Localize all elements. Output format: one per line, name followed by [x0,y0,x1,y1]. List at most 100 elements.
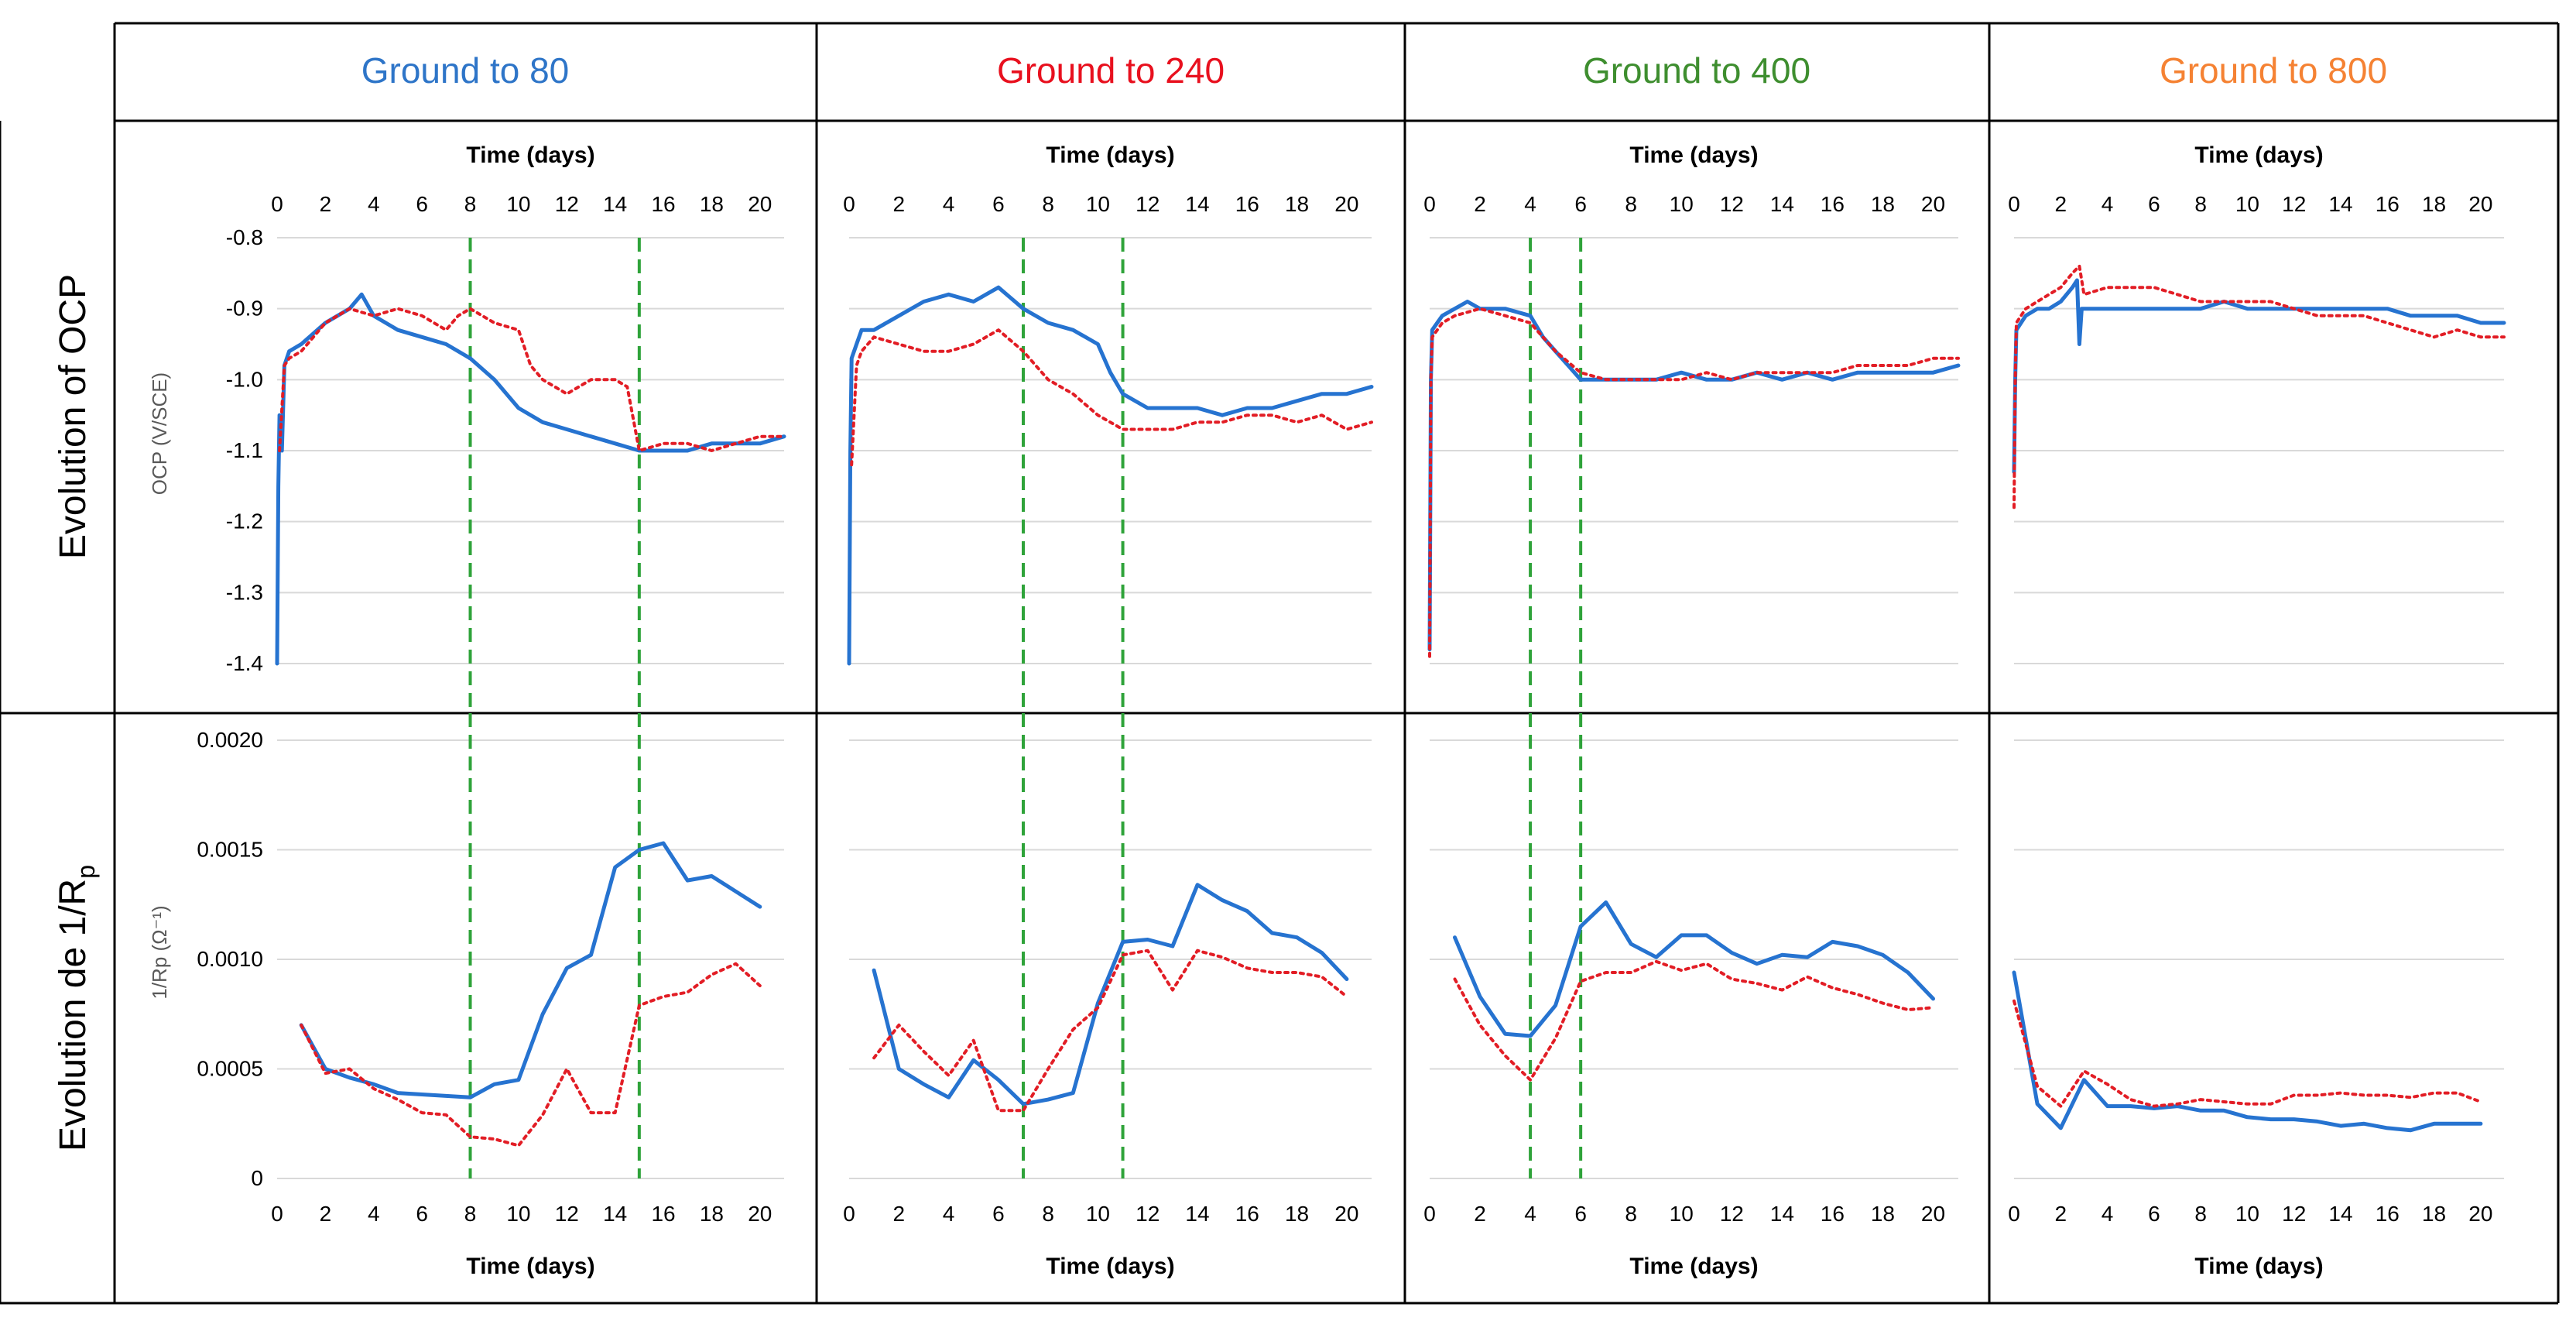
series-line-red [2012,264,2506,509]
y-tick-label: -1.0 [226,367,263,391]
table-borders [0,22,2560,1305]
x-tick-label: 20 [748,192,772,216]
x-tick-label: 20 [2468,192,2492,216]
x-tick-label: 10 [1670,192,1694,216]
x-tick-label: 6 [1574,1202,1587,1226]
x-tick-label: 0 [271,1202,283,1226]
x-tick-label: 18 [1285,192,1309,216]
column-title-80: Ground to 80 [361,50,570,91]
x-tick-label: 10 [1086,1202,1110,1226]
row-label-ocp: Evolution of OCP [53,274,94,559]
x-tick-label: 4 [2102,192,2114,216]
x-axis-label: Time (days) [2194,142,2323,168]
x-tick-label: 2 [892,1202,905,1226]
y-tick-label: -1.2 [226,509,263,533]
x-tick-label: 0 [843,1202,855,1226]
x-tick-label: 18 [1871,192,1895,216]
x-tick-label: 6 [992,192,1005,216]
row-label-rp: Evolution de 1/Rp [53,865,100,1151]
x-tick-label: 8 [2194,192,2207,216]
x-tick-label: 12 [1720,192,1744,216]
y-tick-label: -0.9 [226,297,263,321]
x-tick-label: 10 [1670,1202,1694,1226]
y-tick-label: -0.8 [226,225,263,249]
column-title-240: Ground to 240 [997,50,1225,91]
x-tick-label: 16 [1821,192,1845,216]
series-line-blue [2012,970,2483,1133]
series-line-blue [275,292,786,666]
x-tick-label: 16 [2376,192,2400,216]
x-tick-label: 18 [2422,192,2446,216]
x-tick-label: 4 [943,192,955,216]
x-tick-label: 14 [1185,1202,1209,1226]
chart-panel-rp-400: 0 2 4 6 8 10 12 14 16 18 20 Time (days) [1423,713,1958,1279]
chart-panel-rp-800: 0 2 4 6 8 10 12 14 16 18 20 Time (days) [2008,739,2504,1279]
x-tick-label: 12 [2282,1202,2306,1226]
column-title-800: Ground to 800 [2160,50,2387,91]
x-tick-label: 2 [320,1202,332,1226]
x-tick-label: 0 [2008,192,2020,216]
x-tick-label: 10 [1086,192,1110,216]
x-tick-label: 2 [892,192,905,216]
x-tick-label: 20 [2468,1202,2492,1226]
x-tick-label: 14 [2328,192,2352,216]
x-tick-label: 12 [1136,192,1160,216]
x-tick-label: 2 [1474,1202,1486,1226]
x-tick-label: 4 [1524,192,1536,216]
x-tick-label: 8 [1042,1202,1054,1226]
x-tick-label: 6 [992,1202,1005,1226]
row-label-rp-sub: p [72,865,100,879]
chart-panel-rp-80: 0 0.0005 0.0010 0.0015 0.0020 0 2 4 6 8 10 12 14 16 18… [148,713,784,1279]
chart-panel-ocp-80: -1.4 -1.3 -1.2 -1.1 -1.0 -0.9 -0.8 0 2 4 6 8 10 12 14 1… [148,142,786,713]
x-tick-label: 6 [1574,192,1587,216]
x-tick-label: 12 [2282,192,2306,216]
series-line-red [2012,999,2482,1108]
series-line-blue [1453,900,1935,1038]
series-line-blue [872,883,1349,1106]
x-tick-label: 20 [1921,192,1945,216]
x-tick-label: 12 [1720,1202,1744,1226]
chart-panel-rp-240: 0 2 4 6 8 10 12 14 16 18 20 Time (days) [843,713,1372,1279]
chart-panel-ocp-800: 0 2 4 6 8 10 12 14 16 18 20 Time (days) [2008,142,2506,664]
x-tick-label: 16 [1235,192,1259,216]
y-tick-label: -1.1 [226,438,263,462]
x-tick-label: 14 [2328,1202,2352,1226]
series-line-red [278,307,786,452]
y-tick-label: 0 [251,1166,263,1190]
x-tick-label: 12 [1136,1202,1160,1226]
x-tick-label: 0 [271,192,283,216]
x-tick-label: 12 [555,192,579,216]
x-tick-label: 20 [1921,1202,1945,1226]
x-tick-label: 6 [2148,192,2160,216]
x-tick-label: 4 [368,1202,380,1226]
x-tick-label: 18 [1871,1202,1895,1226]
x-tick-label: 14 [1770,1202,1794,1226]
x-tick-label: 2 [320,192,332,216]
x-tick-label: 8 [464,192,477,216]
x-tick-label: 14 [1185,192,1209,216]
x-tick-label: 4 [2102,1202,2114,1226]
x-axis-label: Time (days) [466,1254,594,1279]
x-tick-label: 18 [1285,1202,1309,1226]
x-tick-label: 4 [943,1202,955,1226]
series-line-red [300,962,762,1147]
x-tick-label: 0 [1423,192,1436,216]
x-tick-label: 0 [843,192,855,216]
y-tick-label: 0.0005 [197,1057,263,1081]
series-line-blue [299,841,762,1099]
y-axis-label: 1/Rp (Ω⁻¹) [148,905,171,999]
x-tick-label: 8 [1042,192,1054,216]
x-tick-label: 0 [1423,1202,1436,1226]
series-line-red [872,949,1348,1113]
x-tick-label: 10 [2235,192,2259,216]
x-axis-label: Time (days) [1046,1254,1174,1279]
x-tick-label: 6 [416,1202,428,1226]
x-tick-label: 14 [603,192,627,216]
series-line-blue [2012,278,2506,474]
y-tick-label: 0.0015 [197,838,263,862]
x-tick-label: 8 [1625,192,1637,216]
x-tick-label: 4 [368,192,380,216]
x-tick-label: 10 [506,192,530,216]
row-label-rp-main: Evolution de 1/R [53,879,94,1151]
series-line-red [850,328,1373,467]
